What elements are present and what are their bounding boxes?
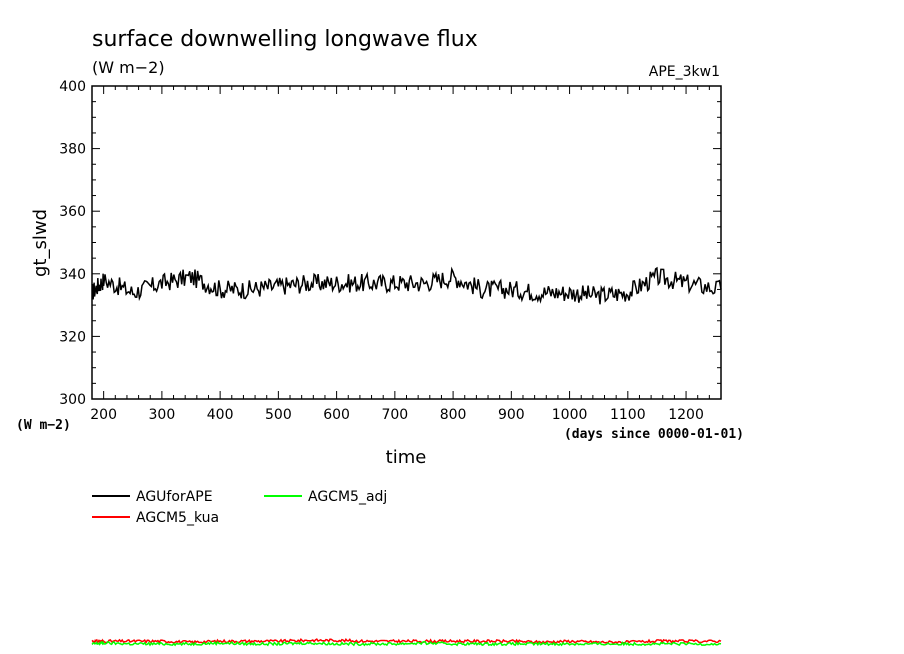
x-tick-label: 800 — [440, 407, 467, 423]
x-tick-label: 700 — [381, 407, 408, 423]
y-tick-label: 320 — [59, 329, 86, 345]
x-tick-label: 900 — [498, 407, 525, 423]
strip-line-AGCM5_adj — [91, 640, 722, 647]
legend-label: AGCM5_kua — [136, 510, 219, 526]
x-tick-label: 500 — [265, 407, 292, 423]
x-tick-label: 1200 — [668, 407, 704, 423]
y-tick-label: 340 — [59, 267, 86, 283]
main-plot-lines — [91, 266, 722, 305]
chart-title: surface downwelling longwave flux — [92, 27, 478, 52]
x-tick-label: 600 — [323, 407, 350, 423]
secondary-strip-lines — [91, 637, 722, 647]
legend-label: AGCM5_adj — [308, 489, 387, 505]
y-units-label: (W m−2) — [16, 418, 71, 433]
x-tick-label: 200 — [90, 407, 117, 423]
chart-units: (W m−2) — [92, 58, 165, 77]
y-tick-label: 400 — [59, 79, 86, 95]
experiment-label: APE_3kw1 — [649, 64, 720, 80]
x-tick-label: 300 — [149, 407, 176, 423]
series-line-AGUforAPE — [91, 266, 722, 305]
y-tick-label: 300 — [59, 392, 86, 408]
x-tick-label: 1000 — [552, 407, 588, 423]
legend: AGUforAPE AGCM5_adj AGCM5_kua — [92, 489, 387, 526]
plot-frame — [91, 85, 722, 400]
x-tick-label: 400 — [207, 407, 234, 423]
x-tick-label: 1100 — [610, 407, 646, 423]
x-units-label: (days since 0000-01-01) — [564, 427, 744, 442]
legend-label: AGUforAPE — [136, 489, 213, 505]
y-tick-label: 360 — [59, 204, 86, 220]
strip-line-AGCM5_kua — [91, 637, 722, 645]
x-axis-label: time — [386, 447, 427, 468]
y-axis-label: gt_slwd — [30, 209, 51, 277]
y-tick-label: 380 — [59, 142, 86, 158]
